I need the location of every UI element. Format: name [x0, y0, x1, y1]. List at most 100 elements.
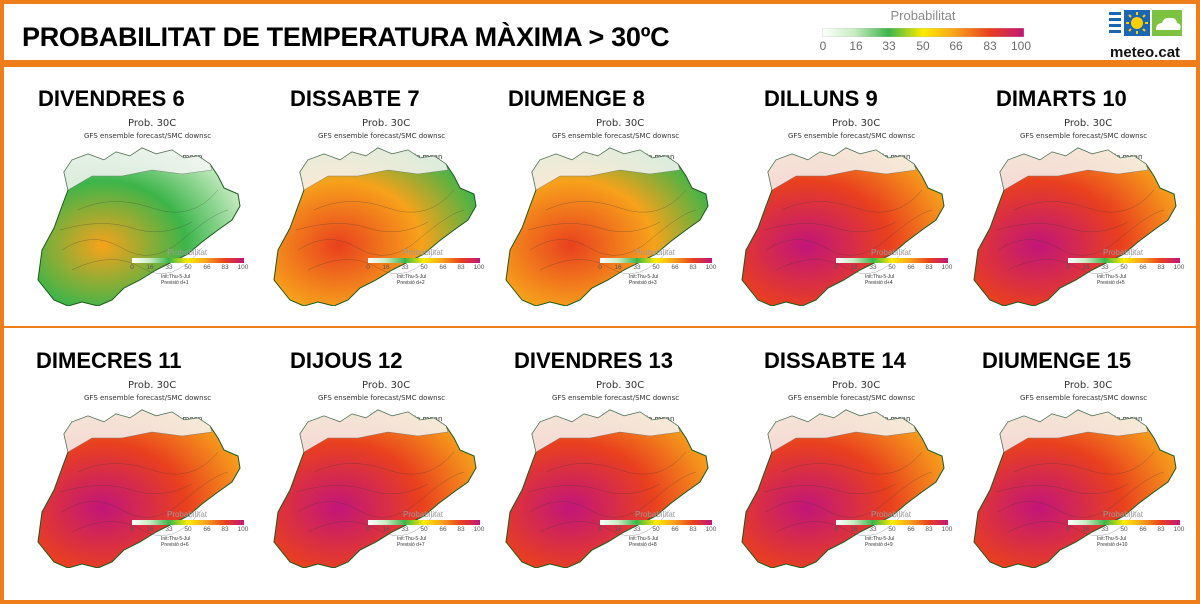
- lead-label: Previsió d+9: [865, 542, 893, 548]
- map-subtitle: GFS ensemble forecast/SMC downsc: [318, 132, 446, 140]
- legend-tick: 66: [439, 526, 447, 533]
- forecast-panel: DISSABTE 14 Prob. 30C GFS ensemble forec…: [736, 348, 972, 604]
- legend-tick: 66: [1139, 264, 1147, 271]
- legend-tick: 50: [184, 264, 192, 271]
- panel-legend-ticks: 0 16 33 50 66 83 100: [127, 526, 249, 535]
- panel-legend-ticks: 0 16 33 50 66 83 100: [595, 526, 716, 535]
- row-divider: [4, 326, 1196, 328]
- legend-tick: 83: [925, 264, 933, 271]
- map-title: Prob. 30C: [832, 380, 881, 391]
- map-title: Prob. 30C: [362, 380, 411, 391]
- day-label: DIVENDRES 6: [38, 86, 185, 111]
- forecast-panel: DIVENDRES 6 Prob. 30C GFS ensemble forec…: [32, 86, 268, 342]
- legend-tick: 66: [439, 264, 447, 271]
- panel-legend-label: Probabilitat: [870, 510, 912, 519]
- forecast-panel: DIMARTS 10 Prob. 30C GFS ensemble foreca…: [968, 86, 1200, 342]
- legend-tick: 50: [420, 526, 428, 533]
- pyrenees-region: [63, 409, 213, 453]
- legend-tick: 83: [925, 526, 933, 533]
- panel-legend: Probabilitat 0 16 33 50 66 83 100 Init:T…: [1063, 510, 1184, 548]
- panel-legend-colorbar: [368, 258, 480, 263]
- lead-label: Previsió d+6: [161, 542, 189, 548]
- legend-tick: 100: [1010, 39, 1032, 53]
- forecast-panel: DIVENDRES 13 Prob. 30C GFS ensemble fore…: [500, 348, 736, 604]
- legend-tick: 100: [1173, 264, 1185, 271]
- map-subtitle: GFS ensemble forecast/SMC downsc: [552, 394, 680, 402]
- panel-legend: Probabilitat 0 16 33 50 66 83 100 Init:T…: [595, 510, 716, 548]
- catalonia-map: [973, 147, 1177, 306]
- panel-legend-colorbar: [600, 258, 712, 263]
- panel-legend-label: Probabilitat: [634, 510, 676, 519]
- pyrenees-region: [767, 147, 917, 191]
- map-title: Prob. 30C: [128, 118, 177, 129]
- legend-tick: 83: [1157, 264, 1165, 271]
- forecast-panel: DIMECRES 11 Prob. 30C GFS ensemble forec…: [32, 348, 268, 604]
- legend-tick: 66: [1139, 526, 1147, 533]
- legend-tick: 16: [849, 39, 863, 53]
- legend-tick: 83: [1157, 526, 1165, 533]
- panel-legend-colorbar: [132, 520, 244, 525]
- legend-tick: 16: [382, 526, 390, 533]
- lead-label: Previsió d+7: [397, 542, 425, 548]
- map-title: Prob. 30C: [362, 118, 411, 129]
- panel-run-info: Init:Thu-5-Jul Previsió d+6: [161, 536, 190, 548]
- forecast-panel: DIUMENGE 15 Prob. 30C GFS ensemble forec…: [968, 348, 1200, 604]
- init-label: Init:Thu-5-Jul: [1097, 274, 1127, 280]
- legend-tick: 0: [598, 264, 602, 271]
- map-subtitle: GFS ensemble forecast/SMC downsc: [552, 132, 680, 140]
- legend-tick: 0: [366, 526, 370, 533]
- legend-tick: 0: [1066, 526, 1070, 533]
- meteocat-logo: meteo.cat: [1104, 8, 1188, 62]
- panel-legend-label: Probabilitat: [166, 248, 208, 257]
- forecast-panel: DISSABTE 7 Prob. 30C GFS ensemble foreca…: [268, 86, 504, 342]
- legend-tick: 0: [834, 526, 838, 533]
- panel-run-info: Init:Thu-5-Jul Previsió d+7: [397, 536, 426, 548]
- day-label: DIVENDRES 13: [514, 348, 673, 373]
- init-label: Init:Thu-5-Jul: [161, 536, 191, 542]
- header-legend-ticks: 0 16 33 50 66 83 100: [818, 39, 1032, 55]
- map-subtitle: GFS ensemble forecast/SMC downsc: [1020, 394, 1148, 402]
- map-title: Prob. 30C: [832, 118, 881, 129]
- panel-legend-ticks: 0 16 33 50 66 83 100: [363, 526, 484, 535]
- pyrenees-region: [999, 147, 1149, 191]
- legend-tick: 100: [941, 264, 953, 271]
- legend-tick: 100: [237, 526, 249, 533]
- legend-tick: 16: [146, 526, 154, 533]
- pyrenees-region: [767, 409, 917, 453]
- pyrenees-region: [531, 147, 681, 191]
- lead-label: Previsió d+3: [629, 280, 657, 286]
- header-legend-colorbar: [822, 28, 1024, 37]
- legend-tick: 66: [907, 264, 915, 271]
- legend-tick: 33: [633, 264, 641, 271]
- panel-run-info: Init:Thu-5-Jul Previsió d+8: [629, 536, 658, 548]
- header-legend: Probabilitat 0 16 33 50 66 83 100: [818, 8, 1032, 56]
- map-contours: [527, 189, 697, 274]
- legend-tick: 33: [401, 526, 409, 533]
- map-contours: [763, 189, 933, 274]
- lead-label: Previsió d+2: [397, 280, 425, 286]
- legend-tick: 16: [146, 264, 154, 271]
- pyrenees-region: [63, 147, 213, 191]
- catalonia-map: [973, 409, 1177, 568]
- init-label: Init:Thu-5-Jul: [865, 274, 895, 280]
- pyrenees-region: [299, 147, 449, 191]
- legend-tick: 33: [633, 526, 641, 533]
- legend-tick: 50: [652, 264, 660, 271]
- panel-legend-ticks: 0 16 33 50 66 83 100: [1063, 526, 1184, 535]
- map-contours: [295, 189, 465, 274]
- weather-icons: [1108, 10, 1182, 36]
- legend-tick: 33: [165, 264, 173, 271]
- day-label: DIJOUS 12: [290, 348, 403, 373]
- pyrenees-region: [999, 409, 1149, 453]
- map-subtitle: GFS ensemble forecast/SMC downsc: [84, 132, 212, 140]
- forecast-panel: DIJOUS 12 Prob. 30C GFS ensemble forecas…: [268, 348, 504, 604]
- panel-legend-ticks: 0 16 33 50 66 83 100: [127, 264, 249, 273]
- legend-tick: 16: [614, 264, 622, 271]
- map-title: Prob. 30C: [128, 380, 177, 391]
- init-label: Init:Thu-5-Jul: [629, 536, 659, 542]
- legend-tick: 83: [983, 39, 997, 53]
- panel-legend-label: Probabilitat: [634, 248, 676, 257]
- lead-label: Previsió d+4: [865, 280, 893, 286]
- legend-tick: 100: [237, 264, 249, 271]
- init-label: Init:Thu-5-Jul: [629, 274, 659, 280]
